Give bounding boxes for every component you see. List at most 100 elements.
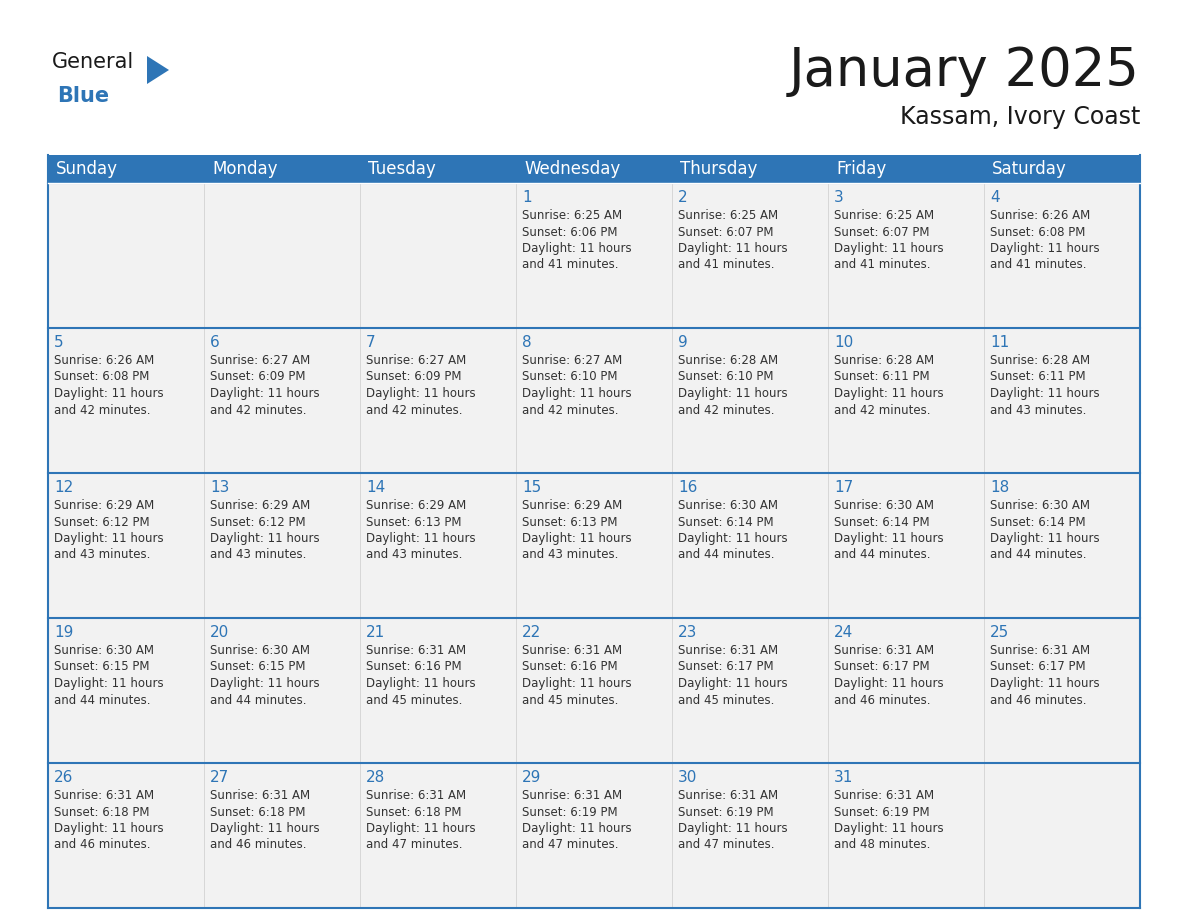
Text: Sunrise: 6:29 AM
Sunset: 6:13 PM
Daylight: 11 hours
and 43 minutes.: Sunrise: 6:29 AM Sunset: 6:13 PM Dayligh…	[522, 499, 632, 562]
Text: 21: 21	[366, 625, 385, 640]
Text: Sunrise: 6:31 AM
Sunset: 6:16 PM
Daylight: 11 hours
and 45 minutes.: Sunrise: 6:31 AM Sunset: 6:16 PM Dayligh…	[366, 644, 475, 707]
Bar	[516, 328, 672, 473]
Text: Sunrise: 6:31 AM
Sunset: 6:18 PM
Daylight: 11 hours
and 46 minutes.: Sunrise: 6:31 AM Sunset: 6:18 PM Dayligh…	[53, 789, 164, 852]
Text: Sunrise: 6:31 AM
Sunset: 6:17 PM
Daylight: 11 hours
and 46 minutes.: Sunrise: 6:31 AM Sunset: 6:17 PM Dayligh…	[990, 644, 1100, 707]
Text: 30: 30	[678, 770, 697, 785]
Text: Sunrise: 6:30 AM
Sunset: 6:14 PM
Daylight: 11 hours
and 44 minutes.: Sunrise: 6:30 AM Sunset: 6:14 PM Dayligh…	[678, 499, 788, 562]
Bar	[984, 328, 1140, 473]
Text: Sunrise: 6:28 AM
Sunset: 6:11 PM
Daylight: 11 hours
and 42 minutes.: Sunrise: 6:28 AM Sunset: 6:11 PM Dayligh…	[834, 354, 943, 417]
Text: Sunrise: 6:30 AM
Sunset: 6:15 PM
Daylight: 11 hours
and 44 minutes.: Sunrise: 6:30 AM Sunset: 6:15 PM Dayligh…	[53, 644, 164, 707]
Text: Sunrise: 6:27 AM
Sunset: 6:09 PM
Daylight: 11 hours
and 42 minutes.: Sunrise: 6:27 AM Sunset: 6:09 PM Dayligh…	[366, 354, 475, 417]
Bar	[204, 763, 360, 908]
Text: 9: 9	[678, 335, 688, 350]
Bar	[48, 473, 204, 618]
Bar	[516, 155, 672, 183]
Bar	[672, 183, 828, 328]
Text: 23: 23	[678, 625, 697, 640]
Text: Sunrise: 6:29 AM
Sunset: 6:12 PM
Daylight: 11 hours
and 43 minutes.: Sunrise: 6:29 AM Sunset: 6:12 PM Dayligh…	[210, 499, 320, 562]
Bar	[984, 183, 1140, 328]
Bar	[360, 183, 516, 328]
Text: 8: 8	[522, 335, 531, 350]
Text: Wednesday: Wednesday	[524, 160, 620, 178]
Text: Sunrise: 6:25 AM
Sunset: 6:07 PM
Daylight: 11 hours
and 41 minutes.: Sunrise: 6:25 AM Sunset: 6:07 PM Dayligh…	[834, 209, 943, 272]
Text: 10: 10	[834, 335, 853, 350]
Text: Sunrise: 6:26 AM
Sunset: 6:08 PM
Daylight: 11 hours
and 42 minutes.: Sunrise: 6:26 AM Sunset: 6:08 PM Dayligh…	[53, 354, 164, 417]
Bar	[204, 155, 360, 183]
Polygon shape	[147, 56, 169, 84]
Bar	[672, 155, 828, 183]
Text: Sunrise: 6:30 AM
Sunset: 6:14 PM
Daylight: 11 hours
and 44 minutes.: Sunrise: 6:30 AM Sunset: 6:14 PM Dayligh…	[990, 499, 1100, 562]
Bar	[984, 155, 1140, 183]
Bar	[984, 473, 1140, 618]
Text: Sunrise: 6:29 AM
Sunset: 6:13 PM
Daylight: 11 hours
and 43 minutes.: Sunrise: 6:29 AM Sunset: 6:13 PM Dayligh…	[366, 499, 475, 562]
Text: General: General	[52, 52, 134, 72]
Text: 26: 26	[53, 770, 74, 785]
Text: Tuesday: Tuesday	[368, 160, 436, 178]
Bar	[516, 473, 672, 618]
Text: 19: 19	[53, 625, 74, 640]
Bar	[204, 618, 360, 763]
Text: Sunrise: 6:31 AM
Sunset: 6:19 PM
Daylight: 11 hours
and 47 minutes.: Sunrise: 6:31 AM Sunset: 6:19 PM Dayligh…	[522, 789, 632, 852]
Text: Sunrise: 6:29 AM
Sunset: 6:12 PM
Daylight: 11 hours
and 43 minutes.: Sunrise: 6:29 AM Sunset: 6:12 PM Dayligh…	[53, 499, 164, 562]
Bar	[204, 473, 360, 618]
Text: Sunrise: 6:31 AM
Sunset: 6:18 PM
Daylight: 11 hours
and 47 minutes.: Sunrise: 6:31 AM Sunset: 6:18 PM Dayligh…	[366, 789, 475, 852]
Bar	[828, 618, 984, 763]
Text: 5: 5	[53, 335, 64, 350]
Text: 28: 28	[366, 770, 385, 785]
Bar	[672, 763, 828, 908]
Text: Saturday: Saturday	[992, 160, 1067, 178]
Text: January 2025: January 2025	[789, 45, 1140, 97]
Bar	[204, 328, 360, 473]
Text: Sunrise: 6:27 AM
Sunset: 6:09 PM
Daylight: 11 hours
and 42 minutes.: Sunrise: 6:27 AM Sunset: 6:09 PM Dayligh…	[210, 354, 320, 417]
Text: Kassam, Ivory Coast: Kassam, Ivory Coast	[899, 105, 1140, 129]
Text: 22: 22	[522, 625, 542, 640]
Text: Sunrise: 6:31 AM
Sunset: 6:17 PM
Daylight: 11 hours
and 46 minutes.: Sunrise: 6:31 AM Sunset: 6:17 PM Dayligh…	[834, 644, 943, 707]
Text: 24: 24	[834, 625, 853, 640]
Text: Sunrise: 6:31 AM
Sunset: 6:18 PM
Daylight: 11 hours
and 46 minutes.: Sunrise: 6:31 AM Sunset: 6:18 PM Dayligh…	[210, 789, 320, 852]
Bar	[672, 473, 828, 618]
Text: 7: 7	[366, 335, 375, 350]
Bar	[360, 473, 516, 618]
Text: 16: 16	[678, 480, 697, 495]
Text: Sunrise: 6:31 AM
Sunset: 6:16 PM
Daylight: 11 hours
and 45 minutes.: Sunrise: 6:31 AM Sunset: 6:16 PM Dayligh…	[522, 644, 632, 707]
Bar	[48, 328, 204, 473]
Bar	[48, 763, 204, 908]
Text: Friday: Friday	[836, 160, 886, 178]
Text: Sunrise: 6:26 AM
Sunset: 6:08 PM
Daylight: 11 hours
and 41 minutes.: Sunrise: 6:26 AM Sunset: 6:08 PM Dayligh…	[990, 209, 1100, 272]
Text: 2: 2	[678, 190, 688, 205]
Text: 31: 31	[834, 770, 853, 785]
Text: Monday: Monday	[211, 160, 278, 178]
Text: 6: 6	[210, 335, 220, 350]
Bar	[360, 328, 516, 473]
Bar	[516, 618, 672, 763]
Text: Sunrise: 6:31 AM
Sunset: 6:19 PM
Daylight: 11 hours
and 48 minutes.: Sunrise: 6:31 AM Sunset: 6:19 PM Dayligh…	[834, 789, 943, 852]
Bar	[48, 155, 204, 183]
Bar	[828, 328, 984, 473]
Bar	[48, 183, 204, 328]
Bar	[360, 618, 516, 763]
Text: 1: 1	[522, 190, 531, 205]
Bar	[360, 155, 516, 183]
Text: 11: 11	[990, 335, 1010, 350]
Text: 25: 25	[990, 625, 1010, 640]
Text: Sunrise: 6:28 AM
Sunset: 6:11 PM
Daylight: 11 hours
and 43 minutes.: Sunrise: 6:28 AM Sunset: 6:11 PM Dayligh…	[990, 354, 1100, 417]
Text: Sunrise: 6:30 AM
Sunset: 6:15 PM
Daylight: 11 hours
and 44 minutes.: Sunrise: 6:30 AM Sunset: 6:15 PM Dayligh…	[210, 644, 320, 707]
Bar	[828, 183, 984, 328]
Bar	[516, 183, 672, 328]
Text: 17: 17	[834, 480, 853, 495]
Text: 15: 15	[522, 480, 542, 495]
Text: Sunrise: 6:27 AM
Sunset: 6:10 PM
Daylight: 11 hours
and 42 minutes.: Sunrise: 6:27 AM Sunset: 6:10 PM Dayligh…	[522, 354, 632, 417]
Text: 13: 13	[210, 480, 229, 495]
Bar	[48, 618, 204, 763]
Bar	[672, 618, 828, 763]
Text: Sunrise: 6:25 AM
Sunset: 6:07 PM
Daylight: 11 hours
and 41 minutes.: Sunrise: 6:25 AM Sunset: 6:07 PM Dayligh…	[678, 209, 788, 272]
Bar	[672, 328, 828, 473]
Text: 4: 4	[990, 190, 999, 205]
Bar	[828, 473, 984, 618]
Text: 20: 20	[210, 625, 229, 640]
Text: 27: 27	[210, 770, 229, 785]
Bar	[516, 763, 672, 908]
Text: Sunrise: 6:28 AM
Sunset: 6:10 PM
Daylight: 11 hours
and 42 minutes.: Sunrise: 6:28 AM Sunset: 6:10 PM Dayligh…	[678, 354, 788, 417]
Text: Blue: Blue	[57, 86, 109, 106]
Text: 18: 18	[990, 480, 1010, 495]
